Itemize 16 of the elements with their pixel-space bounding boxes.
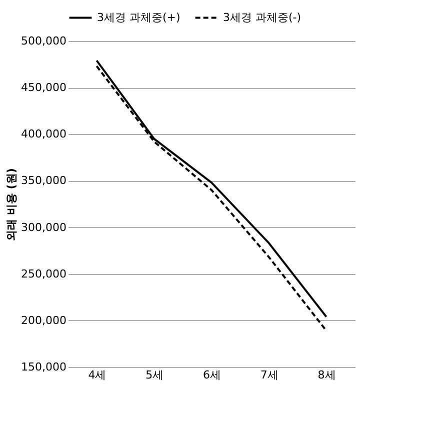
x-tick-label: 6세	[203, 368, 221, 382]
legend-label: 3세경 과체중(-)	[223, 10, 302, 24]
y-tick-label: 200,000	[21, 314, 66, 327]
legend-label: 3세경 과체중(+)	[97, 10, 180, 24]
y-tick-label: 150,000	[21, 360, 66, 374]
x-tick-label: 5세	[146, 368, 164, 382]
x-tick-label: 4세	[88, 368, 106, 382]
y-tick-label: 300,000	[21, 220, 66, 234]
y-tick-label: 500,000	[21, 34, 66, 48]
y-tick-label: 250,000	[21, 267, 66, 280]
y-tick-label: 450,000	[21, 81, 66, 94]
y-tick-label: 350,000	[21, 174, 66, 188]
y-tick-label: 400,000	[21, 128, 66, 141]
x-tick-label: 7세	[260, 368, 278, 382]
x-tick-label: 8세	[318, 368, 336, 382]
y-axis-title: 외래 비용 (원)	[5, 168, 18, 241]
